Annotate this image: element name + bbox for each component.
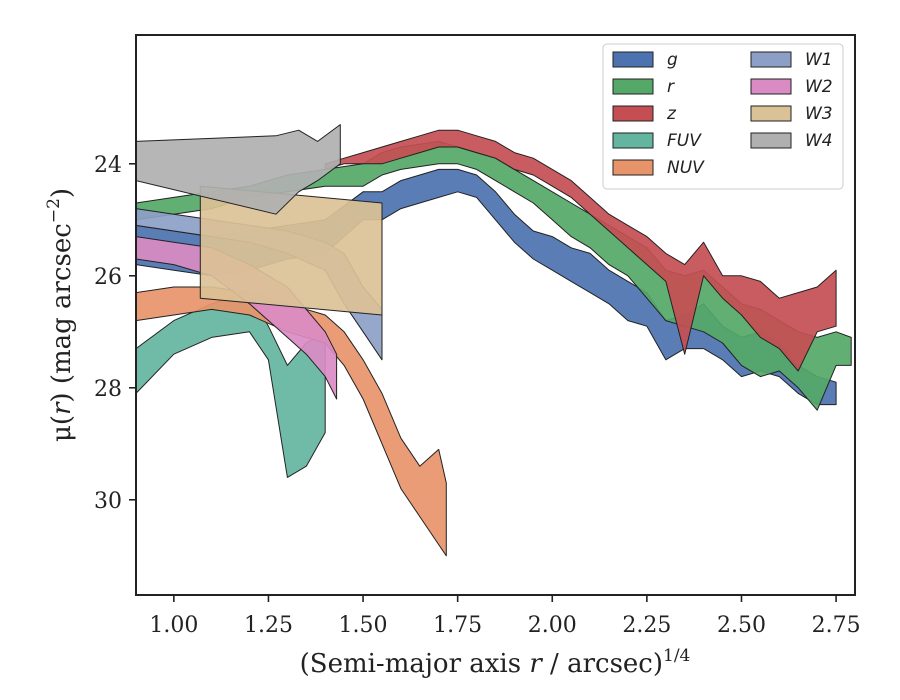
legend-swatch-w4	[750, 132, 792, 149]
y-tick-label: 26	[94, 265, 122, 290]
band-z	[324, 129, 837, 372]
y-tick-label: 24	[94, 153, 122, 178]
legend-swatch-nuv	[612, 159, 654, 176]
legend-swatch-g	[612, 51, 654, 68]
legend-label-w1: W1	[805, 50, 833, 70]
legend-swatch-w1	[750, 51, 792, 68]
legend-label-fuv: FUV	[667, 131, 702, 151]
legend-label-w2: W2	[805, 77, 833, 97]
y-tick-label: 28	[94, 377, 122, 402]
legend-swatch-w2	[750, 78, 792, 95]
x-tick-label: 1.50	[339, 613, 388, 638]
series-layer	[136, 124, 852, 557]
x-axis-label: (Semi-major axis r / arcsec)1/4	[300, 646, 691, 679]
legend-label-g: g	[667, 50, 678, 70]
legend-swatch-z	[612, 105, 654, 122]
x-tick-label: 2.50	[717, 613, 766, 638]
band-w4	[136, 124, 341, 215]
y-tick-label: 30	[94, 489, 122, 514]
legend-label-w4: W4	[805, 131, 833, 151]
x-tick-label: 2.00	[528, 613, 577, 638]
x-tick-label: 2.25	[622, 613, 671, 638]
legend-swatch-r	[612, 78, 654, 95]
legend: grz FUV NUV W1 W2 W3 W4	[602, 43, 844, 190]
legend-label-z: z	[666, 104, 677, 124]
y-axis-label: μ(r) (mag arcsec−2)	[44, 188, 77, 442]
x-tick-label: 2.75	[812, 613, 861, 638]
legend-swatch-w3	[750, 105, 792, 122]
ticks-layer: 1.00 1.25 1.50 1.75 2.00 2.25 2.50 2.75 24 26 28 30	[94, 153, 861, 638]
legend-label-nuv: NUV	[667, 158, 705, 178]
x-tick-label: 1.25	[244, 613, 293, 638]
legend-label-r: r	[667, 77, 675, 97]
band-w3	[199, 185, 383, 316]
x-tick-label: 1.75	[433, 613, 482, 638]
plot-frame	[135, 34, 856, 596]
legend-swatch-fuv	[612, 132, 654, 149]
legend-label-w3: W3	[805, 104, 833, 124]
x-tick-label: 1.00	[149, 613, 198, 638]
